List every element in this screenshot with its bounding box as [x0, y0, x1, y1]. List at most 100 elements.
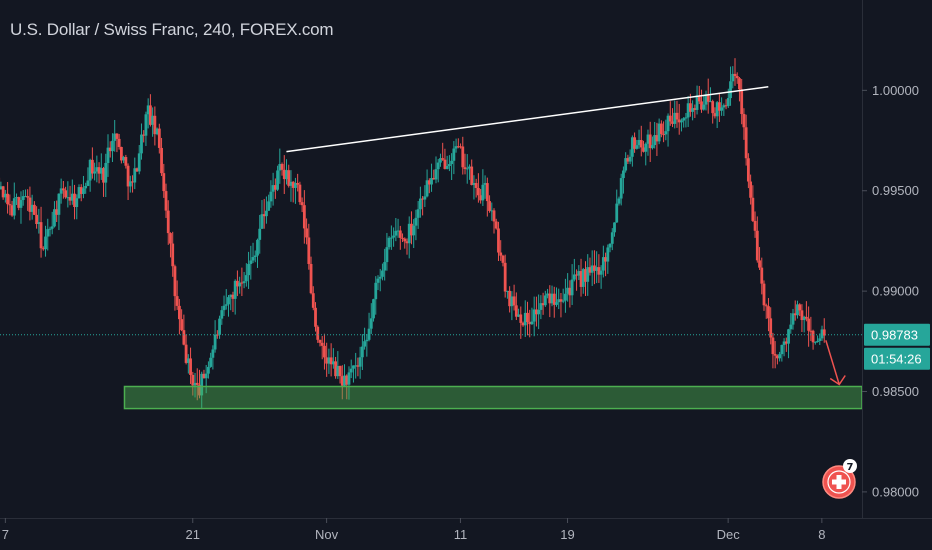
x-tick-label: 19: [560, 527, 574, 542]
candle-body: [282, 169, 286, 180]
candle-body: [50, 226, 54, 229]
candle-body: [671, 121, 674, 124]
candle-body: [793, 313, 797, 316]
candle-body: [465, 168, 469, 170]
candle-body: [604, 257, 607, 262]
candle-body: [162, 173, 166, 192]
candle-body: [349, 368, 353, 373]
candle-body: [178, 305, 181, 320]
x-tick-label: Dec: [717, 527, 741, 542]
candle-body: [242, 281, 246, 284]
candle-body: [773, 354, 777, 356]
candle-body: [552, 293, 556, 305]
candle-body: [41, 248, 45, 250]
candle-body: [802, 316, 806, 321]
candle-body: [764, 305, 768, 307]
candle-body: [724, 105, 728, 107]
candle-body: [510, 296, 514, 307]
candle-body: [713, 113, 717, 117]
candle-body: [3, 193, 7, 198]
candle-body: [700, 101, 703, 110]
badge-count: 7: [847, 462, 854, 473]
candle-body: [450, 160, 454, 165]
arrow-line[interactable]: [825, 340, 840, 385]
x-tick-label: 7: [2, 527, 9, 542]
candle-body: [151, 115, 155, 125]
candle-body: [131, 181, 134, 183]
candle-body: [347, 372, 351, 385]
candle-body: [597, 267, 601, 275]
candle-body: [798, 304, 802, 311]
candle-body: [523, 312, 527, 326]
candle-body: [102, 168, 105, 183]
candle-body: [309, 263, 313, 294]
candle-body: [278, 164, 282, 171]
candle-body: [434, 169, 438, 180]
candle-body: [285, 170, 288, 180]
badge[interactable]: 7: [822, 459, 857, 499]
candle-body: [517, 314, 520, 317]
candle-body: [204, 373, 208, 379]
candle-body: [568, 287, 572, 296]
price-axis[interactable]: 1.00000 0.99500 0.99000 0.98500 0.98000 0.987…: [862, 0, 932, 550]
trendline[interactable]: [286, 85, 769, 153]
candle-body: [106, 147, 110, 163]
candle-body: [46, 229, 50, 237]
candle-body: [608, 243, 612, 248]
candle-body: [606, 247, 610, 262]
candle-body: [445, 166, 449, 169]
candle-body: [659, 123, 663, 135]
candle-body: [325, 357, 329, 364]
candle-body: [383, 262, 387, 271]
candle-body: [579, 271, 583, 287]
candle-body: [760, 267, 764, 284]
candle-body: [519, 314, 523, 323]
candle-body: [704, 94, 708, 105]
candle-body: [584, 269, 587, 282]
candle-body: [468, 166, 471, 169]
candle-body: [746, 158, 750, 182]
candle-body: [668, 115, 672, 122]
candle-body: [311, 293, 315, 308]
candle-body: [722, 105, 726, 108]
candle-body: [811, 330, 815, 343]
candle-body: [189, 358, 192, 375]
candle-body: [318, 339, 322, 343]
y-tick-label: 0.99500: [872, 183, 919, 198]
candle-body: [541, 303, 545, 306]
candle-body: [787, 329, 790, 344]
candle-body: [287, 170, 291, 186]
candle-body: [546, 293, 549, 296]
candle-body: [405, 241, 409, 244]
candle-body: [195, 382, 199, 385]
candle-body: [207, 366, 210, 374]
candle-body: [280, 164, 284, 170]
candle-body: [646, 134, 650, 144]
candle-body: [497, 228, 500, 253]
candle-body: [492, 210, 496, 222]
candle-body: [93, 171, 97, 174]
candle-body: [789, 324, 793, 330]
time-axis[interactable]: 7 21 Nov 11 19 Dec 8: [0, 518, 932, 550]
candle-body: [639, 140, 643, 148]
candle-body: [276, 170, 279, 190]
candle-body: [73, 193, 76, 207]
candle-body: [648, 134, 652, 149]
candle-body: [709, 101, 712, 103]
candle-body: [432, 177, 436, 180]
candle-body: [675, 112, 679, 120]
candle-body: [461, 146, 465, 168]
candle-body: [211, 349, 215, 358]
candle-body: [780, 344, 784, 355]
candle-body: [329, 357, 333, 365]
candle-body: [726, 98, 730, 107]
candle-body: [796, 304, 799, 316]
support-zone[interactable]: [123, 385, 863, 410]
candle-body: [88, 159, 92, 181]
candle-body: [800, 310, 804, 321]
candle-body: [240, 282, 244, 284]
candle-body: [682, 118, 686, 121]
candle-body: [59, 188, 63, 194]
